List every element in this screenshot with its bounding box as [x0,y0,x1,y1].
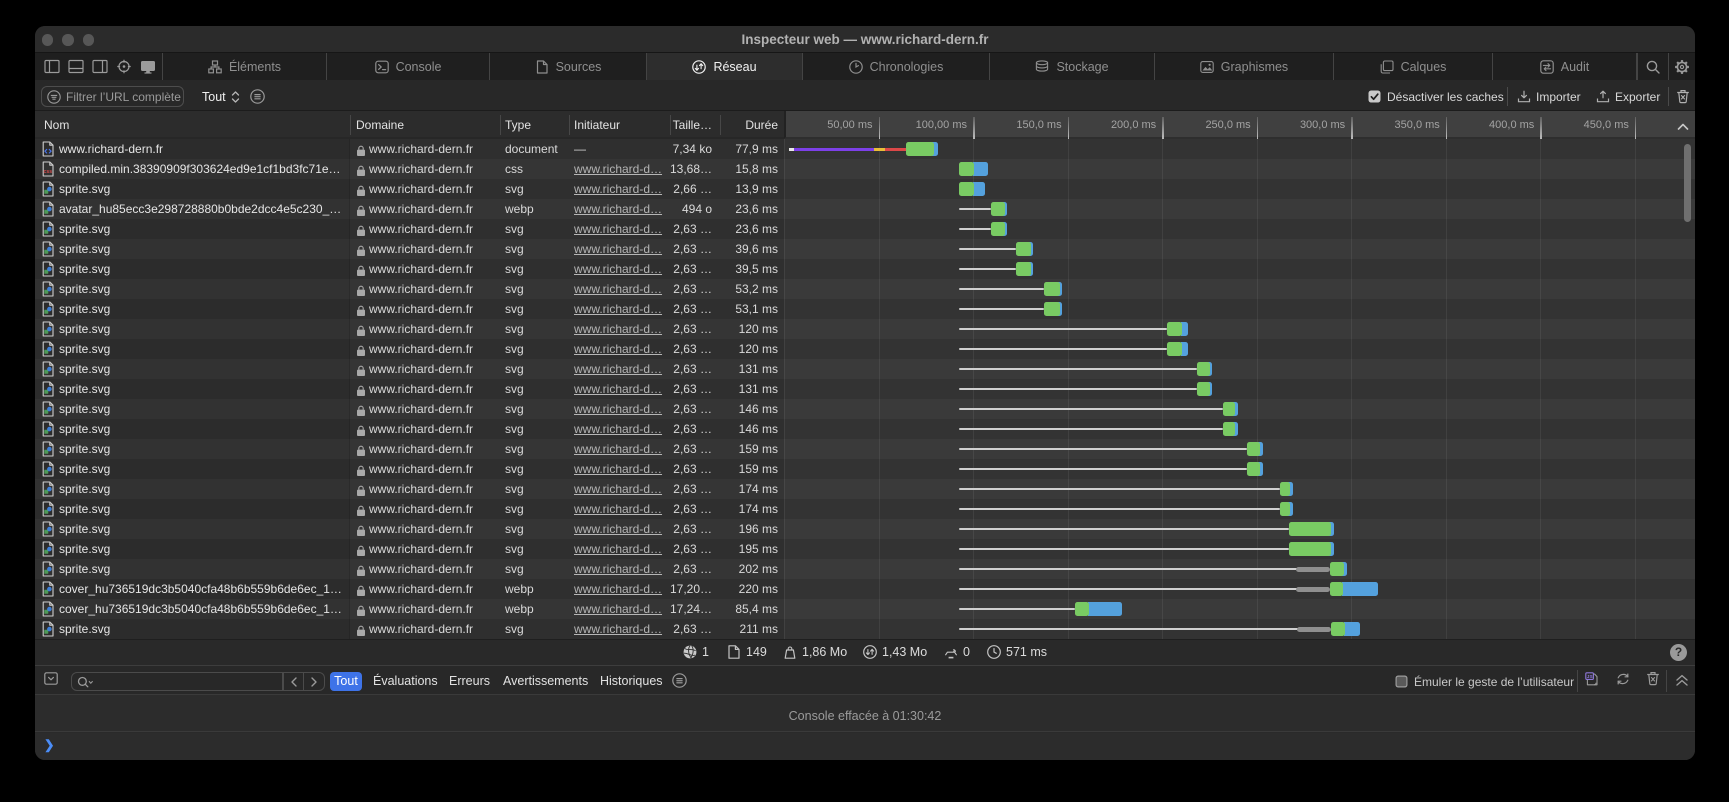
svg-text:css: css [44,169,53,175]
svg-text:JS: JS [1587,674,1594,680]
